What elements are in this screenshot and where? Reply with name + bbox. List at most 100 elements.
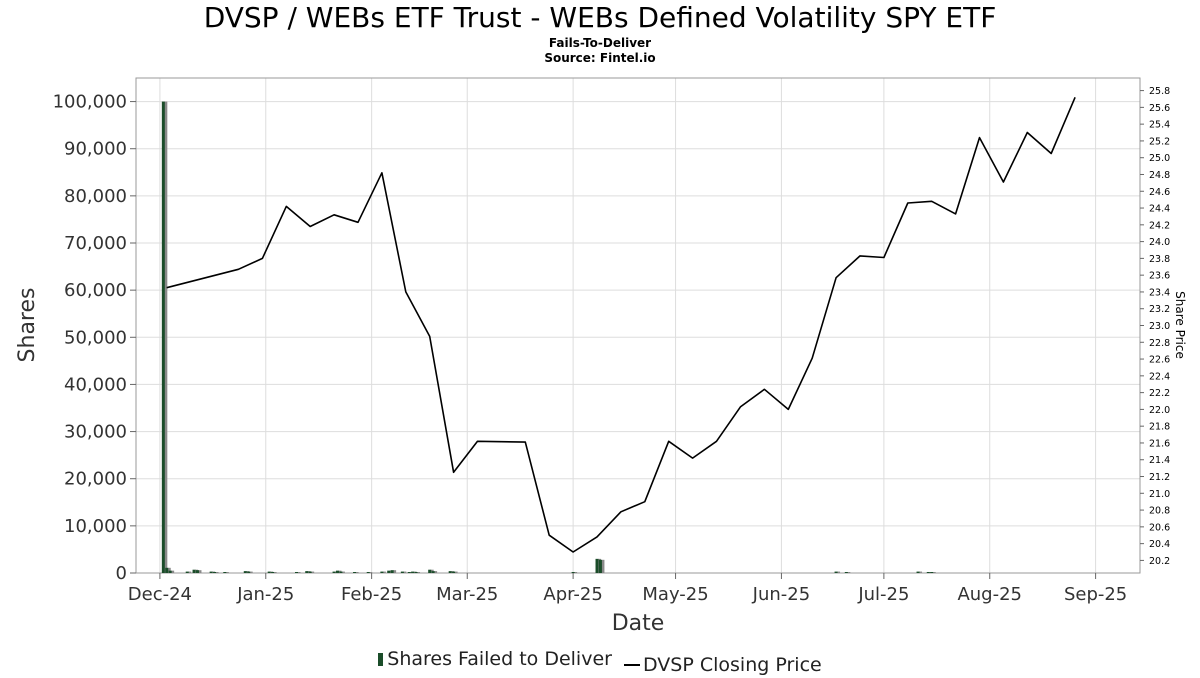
ftd-bar: [411, 572, 414, 573]
ftd-bar: [336, 571, 339, 573]
y2-tick-label: 21.6: [1149, 438, 1170, 449]
ftd-bar: [244, 571, 247, 573]
x-tick-label: Dec-24: [128, 584, 192, 605]
ftd-bar: [247, 572, 250, 573]
y-tick-label: 70,000: [64, 233, 127, 254]
ftd-bar: [193, 570, 196, 573]
ftd-bar: [401, 572, 404, 573]
y2-tick-label: 21.4: [1149, 455, 1170, 466]
ftd-bar: [305, 571, 308, 573]
x-tick-label: Jun-25: [752, 584, 811, 605]
ftd-bar: [339, 572, 342, 573]
ftd-bar: [428, 570, 431, 573]
y2-tick-label: 25.2: [1149, 136, 1170, 147]
ftd-bar: [380, 572, 383, 573]
ftd-bar: [162, 102, 165, 573]
y2-tick-label: 25.6: [1149, 103, 1170, 114]
legend-bars-label: Shares Failed to Deliver: [387, 646, 612, 672]
ftd-bar: [596, 559, 599, 573]
ftd-bar: [917, 572, 920, 573]
price-line-layer: [167, 97, 1075, 552]
y-axis-label: Shares: [15, 288, 40, 363]
y2-tick-label: 24.4: [1149, 204, 1170, 215]
ftd-bar: [271, 572, 274, 573]
x-tick-label: Jan-25: [236, 584, 294, 605]
y2-tick-label: 21.2: [1149, 472, 1170, 483]
price-line: [167, 97, 1075, 552]
ftd-bar: [387, 571, 390, 573]
ftd-bar: [333, 572, 336, 573]
legend-line-label: DVSP Closing Price: [643, 652, 822, 678]
ftd-bar: [432, 571, 435, 573]
y2-tick-label: 25.8: [1149, 86, 1170, 97]
y2-tick-label: 22.0: [1149, 405, 1170, 416]
ftd-bar: [268, 572, 271, 573]
legend-line-swatch: [624, 664, 640, 666]
x-tick-label: Aug-25: [957, 584, 1022, 605]
y-tick-label: 60,000: [64, 280, 127, 301]
x-tick-label: May-25: [642, 584, 708, 605]
ftd-bar: [210, 572, 213, 573]
ftd-bar: [196, 570, 199, 573]
ftd-bar: [572, 572, 575, 573]
x-tick-label: Feb-25: [341, 584, 402, 605]
y2-tick-label: 24.2: [1149, 220, 1170, 231]
y2-tick-label: 21.0: [1149, 489, 1170, 500]
y2-tick-label: 23.8: [1149, 254, 1170, 265]
y2-tick-label: 20.8: [1149, 506, 1170, 517]
y2-tick-label: 23.6: [1149, 271, 1170, 282]
ftd-bar: [169, 571, 172, 573]
ftd-bar: [391, 570, 394, 573]
gridlines: [136, 78, 1140, 573]
ftd-bar: [309, 572, 312, 573]
ftd-bar: [449, 571, 452, 573]
x-tick-label: Jul-25: [857, 584, 909, 605]
ftd-bar: [927, 572, 930, 573]
y2-tick-label: 24.0: [1149, 237, 1170, 248]
y2-axis-label: Share Price: [1173, 291, 1187, 359]
ftd-bar: [223, 572, 226, 573]
y2-tick-label: 23.4: [1149, 287, 1170, 298]
y-tick-label: 10,000: [64, 516, 127, 537]
y2-tick-label: 22.6: [1149, 355, 1170, 366]
ftd-bar: [165, 568, 168, 573]
x-tick-label: Sep-25: [1064, 584, 1127, 605]
y2-tick-label: 20.2: [1149, 556, 1170, 567]
x-tick-label: Apr-25: [543, 584, 602, 605]
y2-tick-label: 24.8: [1149, 170, 1170, 181]
y2-tick-label: 22.4: [1149, 371, 1170, 382]
y2-tick-label: 25.0: [1149, 153, 1170, 164]
legend-item-line: DVSP Closing Price: [618, 652, 822, 678]
y2-tick-label: 23.0: [1149, 321, 1170, 332]
y2-tick-label: 23.2: [1149, 304, 1170, 315]
y-tick-label: 20,000: [64, 469, 127, 490]
y-tick-label: 90,000: [64, 139, 127, 160]
y-tick-label: 0: [116, 563, 127, 584]
ftd-bar: [599, 560, 602, 573]
ftd-bar: [845, 572, 848, 573]
ftd-bar: [213, 572, 216, 573]
y2-tick-label: 24.6: [1149, 187, 1170, 198]
y-tick-label: 100,000: [53, 92, 127, 113]
legend: Shares Failed to Deliver DVSP Closing Pr…: [0, 646, 1200, 678]
y2-tick-label: 22.2: [1149, 388, 1170, 399]
y2-tick-label: 20.6: [1149, 522, 1170, 533]
legend-bar-swatch: [378, 653, 383, 666]
x-axis-label: Date: [612, 611, 665, 636]
y-tick-label: 40,000: [64, 374, 127, 395]
ftd-bar: [367, 572, 370, 573]
ftd-bar: [408, 572, 411, 573]
ftd-bar: [930, 572, 933, 573]
y2-tick-label: 21.8: [1149, 422, 1170, 433]
y-tick-label: 30,000: [64, 422, 127, 443]
y2-tick-label: 20.4: [1149, 539, 1170, 550]
y2-tick-label: 22.8: [1149, 338, 1170, 349]
ftd-bar: [415, 572, 418, 573]
ftd-bar: [186, 572, 189, 573]
y-tick-label: 50,000: [64, 327, 127, 348]
ftd-bar: [835, 572, 838, 573]
ftd-bar: [353, 572, 356, 573]
